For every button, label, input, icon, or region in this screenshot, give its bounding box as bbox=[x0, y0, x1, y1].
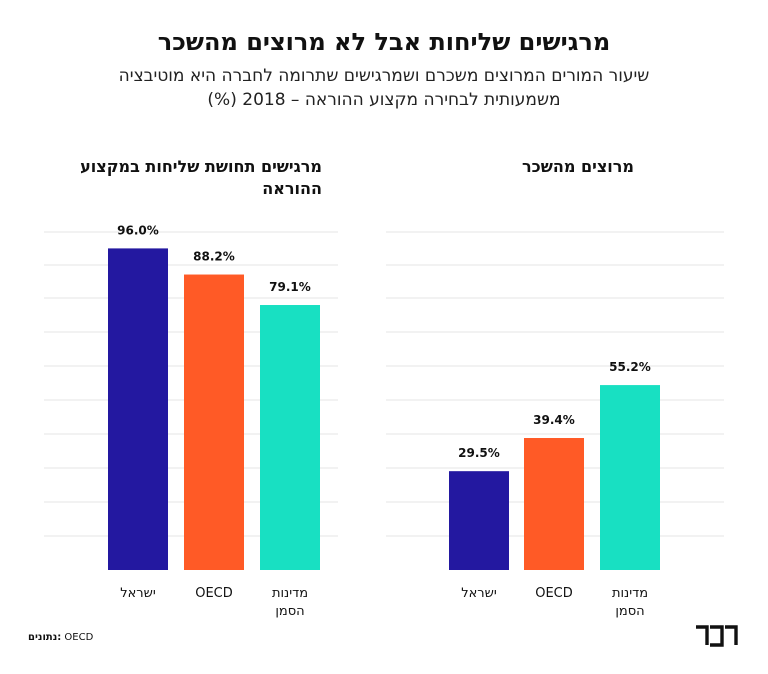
value-label-1-2: 55.2% bbox=[609, 360, 651, 374]
panel-title-mission: מרגישים תחושת שליחות במקצוע ההוראה bbox=[80, 157, 322, 198]
chart-title: מרגישים שליחות אבל לא מרוצים מהשכר bbox=[157, 28, 611, 56]
bar-1-2 bbox=[600, 385, 660, 570]
bar-0-2 bbox=[260, 305, 320, 570]
source-note: נתונים: OECD bbox=[28, 632, 93, 643]
value-label-0-0: 96.0% bbox=[117, 223, 159, 237]
bar-1-1 bbox=[524, 438, 584, 570]
category-label-0-1: OECD bbox=[195, 586, 233, 601]
bar-0-0 bbox=[108, 248, 168, 570]
category-label-1-0: ישראל bbox=[461, 586, 497, 601]
category-label-1-1: OECD bbox=[535, 586, 573, 601]
value-label-0-1: 88.2% bbox=[193, 250, 235, 264]
source-value: OECD bbox=[64, 632, 94, 643]
category-label-1-2: מדינות הסמן bbox=[612, 586, 648, 619]
davar-logo bbox=[696, 625, 738, 647]
panel-title-salary: מרוצים מהשכר bbox=[522, 157, 634, 176]
bar-1-0 bbox=[449, 471, 509, 570]
value-label-0-2: 79.1% bbox=[269, 280, 311, 294]
category-label-0-2: מדינות הסמן bbox=[272, 586, 308, 619]
bar-0-1 bbox=[184, 274, 244, 570]
category-label-0-0: ישראל bbox=[120, 586, 156, 601]
value-label-1-1: 39.4% bbox=[533, 413, 575, 427]
value-label-1-0: 29.5% bbox=[458, 446, 500, 460]
chart-subtitle: שיעור המורים המרוצים משכרם ושמרגישים שתר… bbox=[118, 66, 650, 110]
source-label: נתונים: bbox=[28, 632, 62, 643]
